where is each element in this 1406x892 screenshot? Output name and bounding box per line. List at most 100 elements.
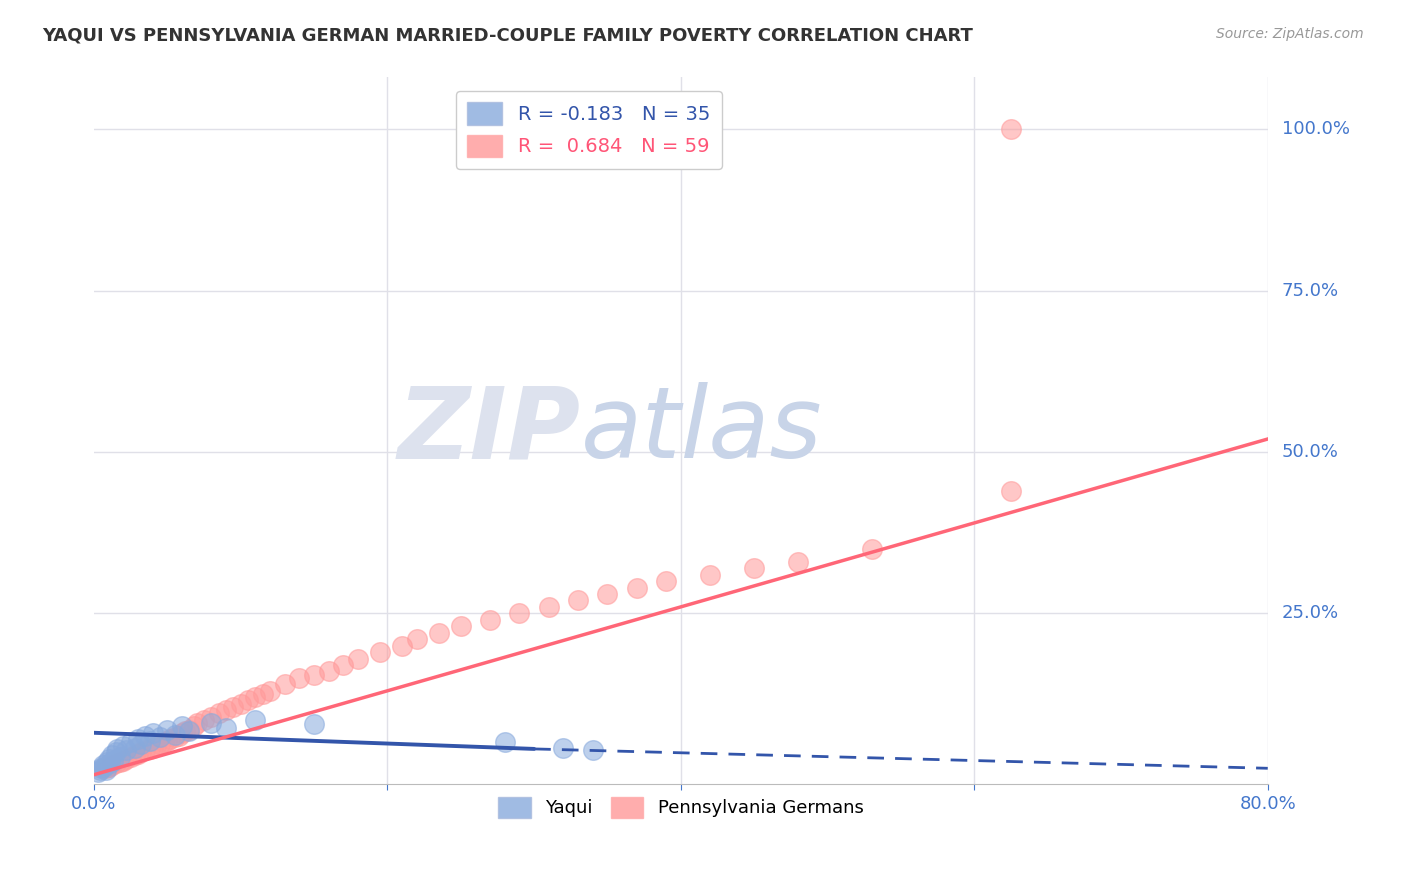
Point xyxy=(450,619,472,633)
Point xyxy=(90,761,112,775)
Point xyxy=(655,574,678,588)
Point xyxy=(183,719,205,733)
Text: atlas: atlas xyxy=(581,383,823,479)
Point xyxy=(626,581,648,595)
Point xyxy=(273,677,295,691)
Point xyxy=(94,761,117,775)
Point xyxy=(138,734,160,748)
Point xyxy=(138,742,160,756)
Point xyxy=(91,758,114,772)
Point xyxy=(1000,122,1022,136)
Point xyxy=(405,632,427,647)
Point xyxy=(156,734,179,748)
Point xyxy=(302,667,325,681)
Point xyxy=(124,740,146,755)
Point xyxy=(332,657,354,672)
Point xyxy=(149,737,172,751)
Point xyxy=(100,748,122,763)
Point xyxy=(537,599,560,614)
Point xyxy=(245,713,267,727)
Point xyxy=(89,763,111,777)
Point xyxy=(259,683,281,698)
Point xyxy=(302,717,325,731)
Point xyxy=(98,756,121,771)
Point xyxy=(288,671,311,685)
Point xyxy=(145,739,167,753)
Text: Source: ZipAtlas.com: Source: ZipAtlas.com xyxy=(1216,27,1364,41)
Point xyxy=(368,645,391,659)
Point xyxy=(120,749,142,764)
Point xyxy=(170,719,193,733)
Point xyxy=(97,760,120,774)
Point xyxy=(129,745,152,759)
Text: YAQUI VS PENNSYLVANIA GERMAN MARRIED-COUPLE FAMILY POVERTY CORRELATION CHART: YAQUI VS PENNSYLVANIA GERMAN MARRIED-COU… xyxy=(42,27,973,45)
Point xyxy=(107,742,129,756)
Point xyxy=(94,763,117,777)
Point xyxy=(200,709,222,723)
Text: 75.0%: 75.0% xyxy=(1282,282,1339,300)
Point xyxy=(787,555,810,569)
Point xyxy=(153,735,176,749)
Point xyxy=(567,593,589,607)
Point xyxy=(149,731,172,745)
Point xyxy=(167,729,190,743)
Point xyxy=(112,754,135,768)
Point xyxy=(494,735,516,749)
Point xyxy=(104,745,127,759)
Point xyxy=(215,721,238,735)
Point xyxy=(97,751,120,765)
Point xyxy=(860,541,883,556)
Point xyxy=(252,687,274,701)
Point xyxy=(159,732,181,747)
Point xyxy=(236,693,259,707)
Point xyxy=(163,731,186,745)
Point xyxy=(163,728,186,742)
Point xyxy=(427,625,450,640)
Point xyxy=(1000,483,1022,498)
Point xyxy=(479,613,502,627)
Point xyxy=(699,567,721,582)
Text: 50.0%: 50.0% xyxy=(1282,443,1339,461)
Point xyxy=(93,760,115,774)
Point xyxy=(508,607,530,621)
Point xyxy=(208,706,231,721)
Point xyxy=(115,743,138,757)
Point xyxy=(115,751,138,765)
Point xyxy=(124,748,146,763)
Point xyxy=(229,697,252,711)
Point xyxy=(129,737,152,751)
Point xyxy=(200,716,222,731)
Text: ZIP: ZIP xyxy=(398,383,581,479)
Point xyxy=(120,735,142,749)
Point xyxy=(170,725,193,739)
Point xyxy=(127,732,149,747)
Legend: Yaqui, Pennsylvania Germans: Yaqui, Pennsylvania Germans xyxy=(491,789,870,825)
Text: 25.0%: 25.0% xyxy=(1282,605,1339,623)
Point xyxy=(553,740,575,755)
Point xyxy=(142,740,165,755)
Point xyxy=(186,716,208,731)
Point xyxy=(222,700,245,714)
Text: 100.0%: 100.0% xyxy=(1282,120,1350,138)
Point xyxy=(110,755,132,769)
Point xyxy=(391,639,413,653)
Point xyxy=(742,561,765,575)
Point xyxy=(582,743,605,757)
Point xyxy=(179,723,201,737)
Point xyxy=(156,723,179,737)
Point xyxy=(347,651,370,665)
Point xyxy=(96,755,118,769)
Point xyxy=(110,749,132,764)
Point xyxy=(134,743,156,757)
Point xyxy=(101,754,124,768)
Point xyxy=(142,725,165,739)
Point xyxy=(193,713,215,727)
Point xyxy=(596,587,619,601)
Point xyxy=(104,756,127,771)
Point xyxy=(215,703,238,717)
Point xyxy=(179,723,201,738)
Point xyxy=(100,758,122,772)
Point xyxy=(134,729,156,743)
Point xyxy=(318,665,340,679)
Point xyxy=(112,739,135,753)
